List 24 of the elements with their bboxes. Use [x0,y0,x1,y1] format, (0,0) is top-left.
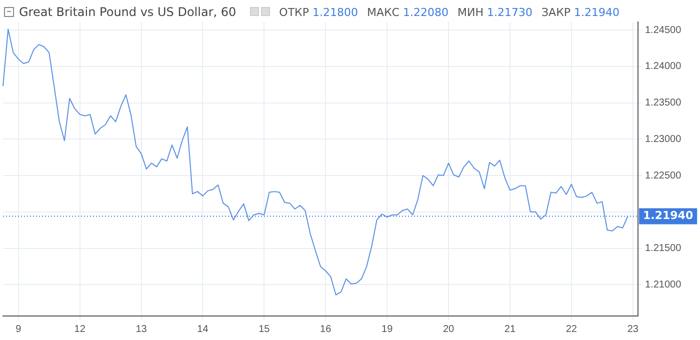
y-tick-label: 1.24000 [645,61,682,72]
y-tick-label: 1.22500 [645,170,682,182]
x-tick-label: 9 [16,324,22,335]
x-tick-label: 23 [627,324,639,335]
chart-title: Great Britain Pound vs US Dollar, 60 [19,5,236,19]
ref-line-label: 1.21940 [643,209,694,222]
y-tick-label: 1.23000 [645,134,682,145]
x-tick-label: 16 [320,324,332,335]
text: ЗАКР 1.21940 [542,6,620,18]
x-tick-label: 22 [566,324,578,335]
y-tick-label: 1.21500 [645,243,682,254]
y-tick-label: 1.21000 [645,279,682,290]
text: ОТКР 1.21800 [279,6,358,18]
x-tick-label: 19 [382,324,394,335]
y-tick-label: 1.24500 [645,24,682,36]
x-tick-label: 15 [258,324,270,335]
text: МАКС 1.22080 [366,6,448,18]
x-tick-label: 14 [197,324,209,335]
x-tick-label: 12 [74,324,86,335]
x-tick-label: 13 [136,324,148,335]
y-tick-label: 1.23500 [645,98,682,109]
x-tick-label: 20 [442,324,455,335]
x-tick-label: 21 [504,324,516,335]
text: МИН 1.21730 [458,6,532,18]
